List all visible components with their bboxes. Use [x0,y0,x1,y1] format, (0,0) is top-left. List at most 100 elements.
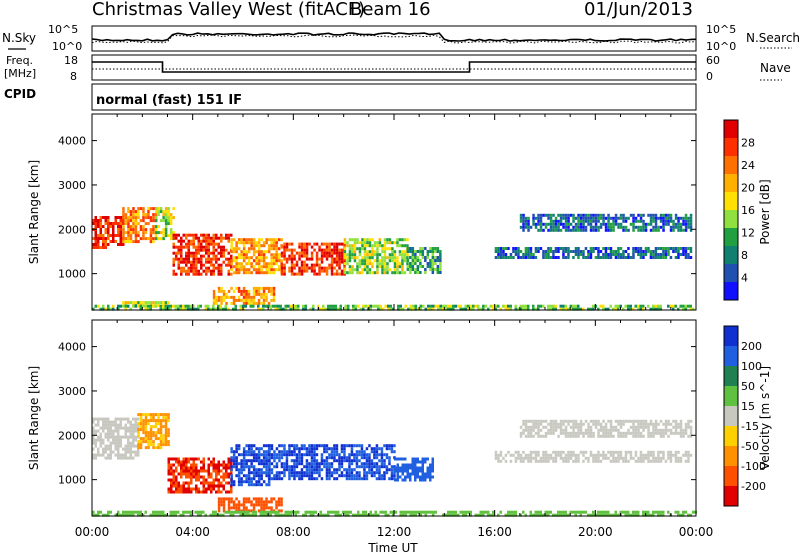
data-cell [494,450,498,454]
data-cell [139,425,143,429]
data-cell [617,422,620,426]
data-cell [217,487,220,491]
data-cell [552,425,555,429]
data-cell [427,510,430,514]
data-cell [318,266,321,270]
data-cell [288,257,291,261]
data-cell [285,248,289,252]
data-cell [230,450,233,454]
data-cell [350,459,354,463]
data-cell [169,228,173,232]
data-cell [669,219,673,223]
data-cell [409,262,412,265]
data-cell [612,219,615,223]
data-cell [117,231,120,234]
beam-title: Beam 16 [350,0,431,20]
data-cell [419,510,422,514]
data-cell [554,304,557,308]
data-cell [644,453,648,457]
data-cell [293,444,296,448]
data-cell [383,465,386,469]
data-cell [242,474,246,478]
data-cell [170,457,173,461]
data-cell [378,238,382,242]
data-cell [200,490,203,494]
data-cell [489,304,492,308]
data-cell [265,474,268,478]
data-cell [522,456,525,460]
data-cell [230,459,233,463]
data-cell [230,301,233,305]
data-cell [260,250,263,254]
data-cell [378,244,382,248]
data-cell [347,307,350,311]
data-cell [215,469,218,473]
data-cell [305,257,309,261]
data-cell [544,459,548,463]
data-cell [134,231,138,235]
data-cell [142,234,145,238]
data-cell [187,475,190,479]
data-cell [452,307,455,311]
data-cell [602,425,605,429]
data-cell [220,463,223,467]
data-cell [212,304,215,308]
data-cell [649,431,653,435]
data-cell [315,251,319,255]
data-cell [255,471,258,475]
data-cell [652,459,655,463]
data-cell [371,271,374,275]
data-cell [149,419,153,423]
data-cell [97,510,100,514]
data-cell [175,466,178,470]
data-cell [509,253,513,256]
data-cell [353,444,356,448]
data-cell [386,268,389,272]
data-cell [262,295,266,299]
data-cell [579,250,583,253]
data-cell [174,304,177,308]
data-cell [212,301,216,305]
data-cell [109,420,112,424]
data-cell [406,469,409,473]
data-cell [344,307,347,311]
data-cell [197,475,200,479]
data-cell [368,259,372,263]
data-cell [212,269,215,273]
data-cell [232,503,236,507]
data-cell [401,265,404,269]
data-cell [205,239,208,243]
data-cell [247,465,251,469]
data-cell [674,225,678,229]
data-cell [195,472,198,476]
data-cell [139,237,143,241]
data-cell [122,210,125,214]
data-cell [340,257,344,261]
data-cell [305,254,309,258]
data-cell [394,457,397,461]
data-cell [242,238,246,242]
data-cell [637,419,640,423]
data-cell [687,304,690,308]
data-cell [602,453,605,457]
data-cell [117,216,120,219]
data-cell [567,225,570,229]
data-cell [502,304,505,308]
data-cell [285,245,289,249]
data-cell [252,468,256,472]
data-cell [391,250,394,254]
data-cell [202,239,205,243]
data-cell [340,248,344,252]
data-cell [325,254,329,258]
data-cell [634,510,637,514]
data-cell [439,259,442,262]
data-cell [270,256,273,260]
data-cell [674,510,677,514]
data-cell [567,450,570,454]
data-cell [383,477,386,481]
data-cell [431,247,435,250]
data-cell [129,441,132,445]
data-cell [162,237,165,241]
data-cell [207,254,210,258]
data-cell [159,419,163,423]
